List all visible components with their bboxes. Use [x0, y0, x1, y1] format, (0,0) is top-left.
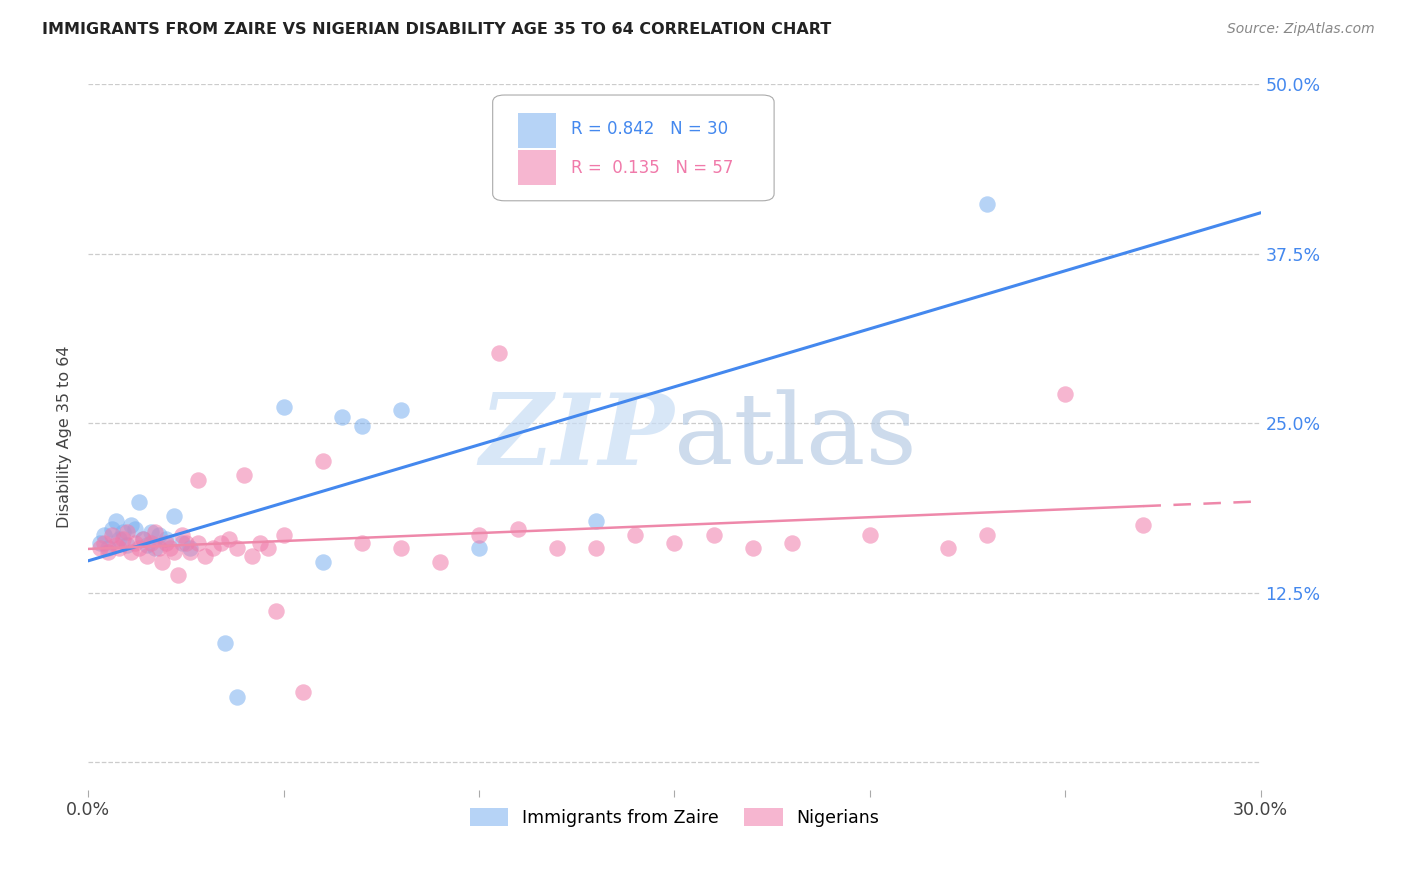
Point: [132, 532, 155, 546]
Point: [976, 196, 998, 211]
Point: [249, 535, 271, 549]
Point: [741, 541, 763, 556]
Point: [108, 532, 131, 546]
Point: [100, 522, 122, 536]
Point: [97, 541, 120, 556]
Point: [152, 555, 174, 569]
Point: [264, 603, 287, 617]
Point: [170, 527, 193, 541]
Point: [350, 419, 373, 434]
Point: [179, 541, 201, 556]
Point: [1054, 386, 1077, 401]
Point: [93, 535, 115, 549]
Point: [174, 535, 197, 549]
Point: [273, 527, 295, 541]
Point: [233, 467, 256, 482]
Point: [389, 403, 412, 417]
Point: [292, 685, 315, 699]
Point: [128, 541, 150, 556]
Point: [143, 524, 166, 539]
Point: [209, 535, 232, 549]
Point: [128, 495, 150, 509]
Point: [132, 532, 155, 546]
Text: atlas: atlas: [675, 389, 917, 485]
Point: [115, 539, 138, 553]
Text: Source: ZipAtlas.com: Source: ZipAtlas.com: [1227, 22, 1375, 37]
Point: [624, 527, 647, 541]
Point: [330, 409, 353, 424]
Point: [187, 474, 209, 488]
Point: [155, 535, 177, 549]
Point: [148, 527, 170, 541]
Point: [936, 541, 959, 556]
Point: [97, 545, 120, 559]
Point: [702, 527, 724, 541]
Text: ZIP: ZIP: [479, 389, 675, 485]
Point: [468, 527, 491, 541]
Point: [89, 535, 111, 549]
Point: [167, 568, 190, 582]
Point: [225, 541, 247, 556]
Point: [179, 545, 201, 559]
Point: [139, 524, 162, 539]
Text: R =  0.135   N = 57: R = 0.135 N = 57: [571, 159, 734, 177]
Bar: [519, 112, 555, 148]
Point: [155, 532, 177, 546]
Point: [104, 514, 127, 528]
Point: [139, 535, 162, 549]
Point: [468, 541, 491, 556]
Point: [311, 454, 333, 468]
Point: [202, 541, 225, 556]
Point: [218, 532, 240, 546]
Point: [506, 522, 529, 536]
Bar: [519, 150, 555, 186]
Point: [170, 535, 193, 549]
Point: [93, 527, 115, 541]
Point: [124, 535, 146, 549]
Point: [273, 400, 295, 414]
Point: [1132, 518, 1154, 533]
Point: [108, 541, 131, 556]
Point: [585, 514, 607, 528]
Point: [225, 690, 247, 705]
Point: [257, 541, 280, 556]
Point: [350, 535, 373, 549]
Point: [311, 555, 333, 569]
Point: [859, 527, 882, 541]
Point: [159, 541, 181, 556]
Point: [163, 508, 186, 523]
Point: [976, 527, 998, 541]
Text: R = 0.842   N = 30: R = 0.842 N = 30: [571, 120, 728, 138]
Point: [89, 541, 111, 556]
Point: [664, 535, 686, 549]
Point: [120, 545, 142, 559]
Point: [112, 524, 135, 539]
Point: [187, 535, 209, 549]
Point: [143, 541, 166, 556]
Point: [546, 541, 568, 556]
Point: [100, 527, 122, 541]
Point: [124, 522, 146, 536]
Text: IMMIGRANTS FROM ZAIRE VS NIGERIAN DISABILITY AGE 35 TO 64 CORRELATION CHART: IMMIGRANTS FROM ZAIRE VS NIGERIAN DISABI…: [42, 22, 831, 37]
Point: [780, 535, 803, 549]
Point: [389, 541, 412, 556]
Point: [585, 541, 607, 556]
Point: [240, 549, 263, 564]
Point: [148, 541, 170, 556]
Point: [135, 539, 157, 553]
Point: [163, 545, 186, 559]
Point: [115, 524, 138, 539]
Point: [135, 549, 157, 564]
Point: [112, 532, 135, 546]
Point: [488, 346, 510, 360]
Point: [194, 549, 217, 564]
Point: [120, 518, 142, 533]
Point: [429, 555, 451, 569]
Legend: Immigrants from Zaire, Nigerians: Immigrants from Zaire, Nigerians: [463, 801, 886, 834]
FancyBboxPatch shape: [492, 95, 775, 201]
Point: [104, 539, 127, 553]
Y-axis label: Disability Age 35 to 64: Disability Age 35 to 64: [58, 346, 72, 528]
Point: [214, 636, 236, 650]
